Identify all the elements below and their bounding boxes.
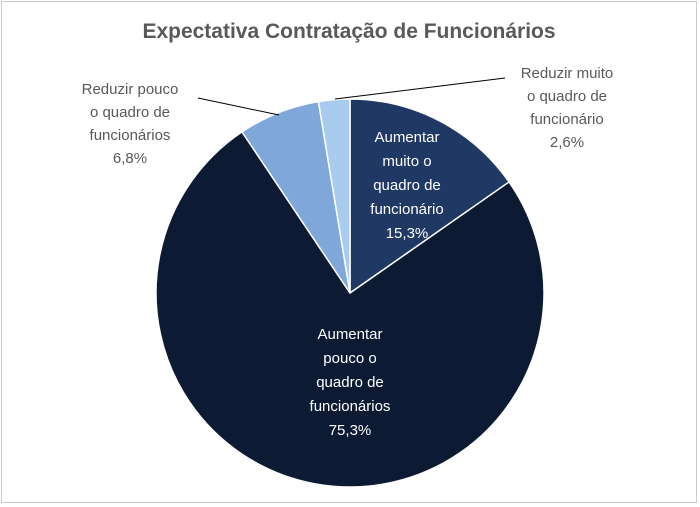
slice-category-label: quadro de — [373, 177, 441, 194]
slice-category-label: Aumentar — [317, 326, 382, 343]
slice-value-label: 6,8% — [113, 150, 147, 167]
pie-slice — [349, 98, 511, 295]
slice-category-label: o quadro de — [90, 104, 170, 121]
leader-line — [334, 77, 506, 100]
slice-category-label: funcionários — [310, 398, 391, 415]
slice-category-label: o quadro de — [527, 88, 607, 105]
slice-category-label: Reduzir muito — [521, 65, 614, 82]
slice-label: Reduzir muito o quadro de funcionário 2,6% — [521, 65, 614, 151]
slice-category-label: funcionário — [530, 111, 603, 128]
pie-slice — [155, 130, 545, 488]
slice-category-label: funcionário — [370, 201, 443, 218]
pie-slice — [317, 98, 351, 294]
slice-label: Aumentar muito o quadro de funcionário 15,3% — [370, 129, 443, 242]
leader-line — [197, 97, 280, 116]
chart-title: Expectativa Contratação de Funcionários — [142, 20, 556, 43]
slice-category-label: Aumentar — [374, 129, 439, 146]
slice-value-label: 75,3% — [329, 422, 372, 439]
slice-category-label: muito o — [382, 153, 431, 170]
slice-category-label: pouco o — [323, 350, 376, 367]
slice-label: Aumentar pouco o quadro de funcionários 75,3… — [310, 326, 391, 439]
slice-label: Reduzir pouco o quadro de funcionários 6,8% — [82, 81, 179, 167]
slice-value-label: 15,3% — [386, 225, 429, 242]
slice-category-label: Reduzir pouco — [82, 81, 179, 98]
slice-category-label: quadro de — [316, 374, 384, 391]
slice-category-label: funcionários — [90, 127, 171, 144]
slice-value-label: 2,6% — [550, 134, 584, 151]
